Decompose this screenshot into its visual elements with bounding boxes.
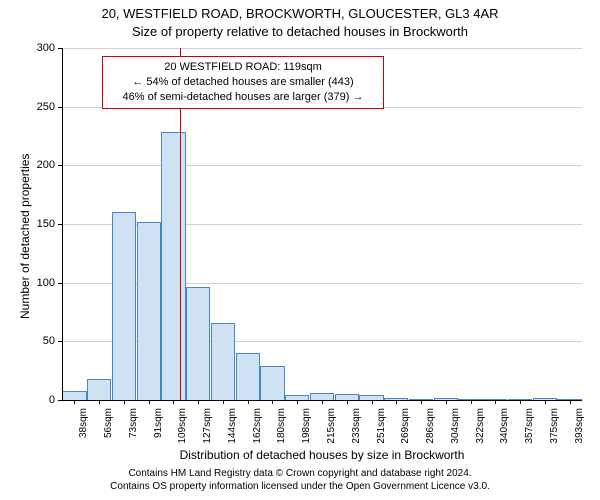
histogram-bar bbox=[87, 379, 111, 400]
grid-line bbox=[62, 48, 582, 49]
histogram-bar bbox=[236, 353, 260, 400]
x-tick-label: 127sqm bbox=[202, 408, 213, 468]
annotation-line-1: 20 WESTFIELD ROAD: 119sqm bbox=[109, 60, 377, 75]
chart-subtitle: Size of property relative to detached ho… bbox=[0, 24, 600, 39]
x-tick-mark bbox=[495, 400, 496, 404]
x-tick-mark bbox=[446, 400, 447, 404]
x-tick-label: 393sqm bbox=[574, 408, 585, 468]
y-tick-label: 150 bbox=[27, 218, 55, 230]
x-tick-mark bbox=[347, 400, 348, 404]
x-tick-label: 215sqm bbox=[326, 408, 337, 468]
annotation-box: 20 WESTFIELD ROAD: 119sqm ← 54% of detac… bbox=[102, 56, 384, 109]
y-tick-label: 250 bbox=[27, 101, 55, 113]
x-tick-label: 375sqm bbox=[549, 408, 560, 468]
property-size-chart: 20, WESTFIELD ROAD, BROCKWORTH, GLOUCEST… bbox=[0, 0, 600, 500]
x-tick-label: 144sqm bbox=[227, 408, 238, 468]
x-tick-mark bbox=[396, 400, 397, 404]
x-tick-label: 340sqm bbox=[499, 408, 510, 468]
histogram-bar bbox=[62, 391, 86, 400]
x-tick-mark bbox=[149, 400, 150, 404]
x-tick-label: 357sqm bbox=[524, 408, 535, 468]
footer-line-2: Contains OS property information license… bbox=[0, 481, 600, 492]
histogram-bar bbox=[186, 287, 210, 400]
x-tick-mark bbox=[421, 400, 422, 404]
x-tick-mark bbox=[124, 400, 125, 404]
annotation-line-2: ← 54% of detached houses are smaller (44… bbox=[109, 75, 377, 90]
histogram-bar bbox=[161, 132, 185, 400]
x-tick-mark bbox=[545, 400, 546, 404]
y-tick-label: 100 bbox=[27, 277, 55, 289]
y-tick-label: 200 bbox=[27, 159, 55, 171]
histogram-bar bbox=[211, 323, 235, 400]
y-tick-label: 0 bbox=[27, 394, 55, 406]
histogram-bar bbox=[137, 222, 161, 400]
x-tick-mark bbox=[372, 400, 373, 404]
x-tick-mark bbox=[520, 400, 521, 404]
y-tick-label: 300 bbox=[27, 42, 55, 54]
grid-line bbox=[62, 165, 582, 166]
x-tick-label: 198sqm bbox=[301, 408, 312, 468]
histogram-bar bbox=[112, 212, 136, 400]
x-tick-label: 286sqm bbox=[425, 408, 436, 468]
x-tick-label: 162sqm bbox=[252, 408, 263, 468]
x-tick-mark bbox=[173, 400, 174, 404]
x-tick-label: 269sqm bbox=[400, 408, 411, 468]
chart-title-address: 20, WESTFIELD ROAD, BROCKWORTH, GLOUCEST… bbox=[0, 6, 600, 21]
x-tick-mark bbox=[99, 400, 100, 404]
x-tick-mark bbox=[471, 400, 472, 404]
x-tick-mark bbox=[223, 400, 224, 404]
y-axis-line bbox=[62, 48, 63, 400]
x-tick-mark bbox=[272, 400, 273, 404]
y-tick-label: 50 bbox=[27, 335, 55, 347]
x-tick-label: 233sqm bbox=[351, 408, 362, 468]
x-tick-mark bbox=[297, 400, 298, 404]
x-tick-mark bbox=[74, 400, 75, 404]
x-tick-label: 91sqm bbox=[153, 408, 164, 468]
annotation-line-3: 46% of semi-detached houses are larger (… bbox=[109, 90, 377, 105]
x-tick-label: 322sqm bbox=[475, 408, 486, 468]
y-axis-title: Number of detached properties bbox=[18, 154, 32, 319]
x-tick-mark bbox=[322, 400, 323, 404]
x-tick-label: 56sqm bbox=[103, 408, 114, 468]
x-tick-label: 180sqm bbox=[276, 408, 287, 468]
x-tick-mark bbox=[248, 400, 249, 404]
x-tick-mark bbox=[570, 400, 571, 404]
x-tick-label: 304sqm bbox=[450, 408, 461, 468]
footer-line-1: Contains HM Land Registry data © Crown c… bbox=[0, 468, 600, 479]
x-tick-label: 38sqm bbox=[78, 408, 89, 468]
x-tick-mark bbox=[198, 400, 199, 404]
x-tick-label: 109sqm bbox=[177, 408, 188, 468]
x-tick-label: 73sqm bbox=[128, 408, 139, 468]
histogram-bar bbox=[310, 393, 334, 400]
histogram-bar bbox=[260, 366, 284, 400]
x-tick-label: 251sqm bbox=[376, 408, 387, 468]
